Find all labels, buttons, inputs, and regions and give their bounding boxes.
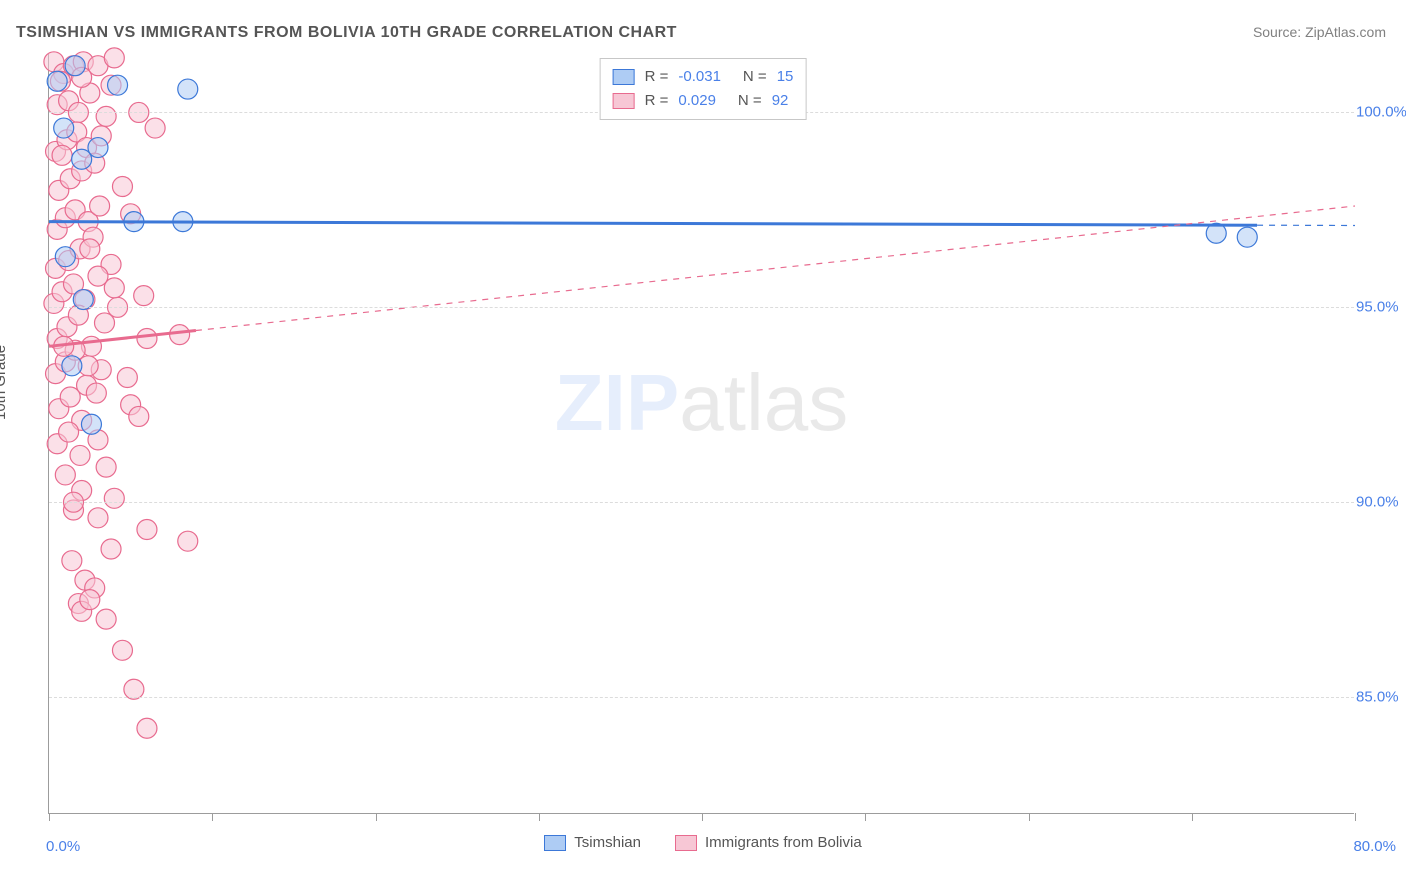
- data-point: [104, 48, 124, 68]
- data-point: [86, 383, 106, 403]
- data-point: [129, 406, 149, 426]
- data-point: [80, 239, 100, 259]
- data-point: [145, 118, 165, 138]
- legend-n-value: 92: [772, 89, 789, 113]
- data-point: [55, 247, 75, 267]
- x-tick: [1355, 813, 1356, 821]
- legend-series-name: Tsimshian: [574, 834, 641, 851]
- legend-swatch: [544, 835, 566, 851]
- data-point: [134, 286, 154, 306]
- data-point: [96, 609, 116, 629]
- data-point: [59, 422, 79, 442]
- data-point: [88, 138, 108, 158]
- data-point: [62, 356, 82, 376]
- legend-r-value: -0.031: [678, 65, 721, 89]
- legend-series-name: Immigrants from Bolivia: [705, 834, 862, 851]
- data-point: [90, 196, 110, 216]
- data-point: [178, 79, 198, 99]
- x-tick: [49, 813, 50, 821]
- chart-title: TSIMSHIAN VS IMMIGRANTS FROM BOLIVIA 10T…: [16, 24, 677, 42]
- data-point: [80, 590, 100, 610]
- chart-container: TSIMSHIAN VS IMMIGRANTS FROM BOLIVIA 10T…: [0, 0, 1406, 892]
- data-point: [117, 367, 137, 387]
- data-point: [178, 531, 198, 551]
- x-tick: [212, 813, 213, 821]
- legend-stats-row: R = 0.029 N = 92: [613, 89, 794, 113]
- data-point: [96, 457, 116, 477]
- legend-series: Tsimshian Immigrants from Bolivia: [0, 834, 1406, 851]
- data-point: [137, 519, 157, 539]
- data-point: [104, 278, 124, 298]
- x-tick: [1192, 813, 1193, 821]
- legend-swatch: [613, 69, 635, 85]
- legend-n-label: N =: [738, 89, 762, 113]
- legend-n-value: 15: [777, 65, 794, 89]
- data-point: [47, 71, 67, 91]
- legend-series-item: Immigrants from Bolivia: [675, 834, 862, 851]
- data-point: [54, 118, 74, 138]
- data-point: [137, 329, 157, 349]
- data-point: [112, 640, 132, 660]
- data-point: [112, 177, 132, 197]
- data-point: [108, 75, 128, 95]
- legend-stats: R = -0.031 N = 15 R = 0.029 N = 92: [600, 58, 807, 120]
- data-point: [60, 387, 80, 407]
- data-point: [96, 106, 116, 126]
- legend-r-label: R =: [645, 65, 669, 89]
- x-tick: [702, 813, 703, 821]
- data-point: [137, 718, 157, 738]
- x-tick: [865, 813, 866, 821]
- trend-line-solid: [49, 222, 1257, 226]
- legend-swatch: [675, 835, 697, 851]
- legend-swatch: [613, 93, 635, 109]
- data-point: [88, 508, 108, 528]
- x-tick: [1029, 813, 1030, 821]
- y-tick-label: 90.0%: [1356, 494, 1406, 511]
- x-tick: [539, 813, 540, 821]
- source-attribution: Source: ZipAtlas.com: [1253, 24, 1386, 40]
- data-point: [81, 414, 101, 434]
- legend-stats-row: R = -0.031 N = 15: [613, 65, 794, 89]
- data-point: [70, 445, 90, 465]
- y-tick-label: 95.0%: [1356, 299, 1406, 316]
- plot-area: ZIPatlas 85.0%90.0%95.0%100.0%: [48, 54, 1354, 814]
- data-point: [55, 465, 75, 485]
- grid-line: [49, 697, 1354, 698]
- data-point: [170, 325, 190, 345]
- y-axis-title: 10th Grade: [0, 345, 9, 420]
- data-point: [104, 488, 124, 508]
- plot-svg: [49, 54, 1354, 813]
- data-point: [65, 56, 85, 76]
- x-tick: [376, 813, 377, 821]
- data-point: [95, 313, 115, 333]
- data-point: [62, 551, 82, 571]
- data-point: [52, 145, 72, 165]
- y-tick-label: 100.0%: [1356, 104, 1406, 121]
- grid-line: [49, 502, 1354, 503]
- legend-n-label: N =: [743, 65, 767, 89]
- grid-line: [49, 307, 1354, 308]
- y-tick-label: 85.0%: [1356, 689, 1406, 706]
- data-point: [1237, 227, 1257, 247]
- data-point: [101, 539, 121, 559]
- legend-r-value: 0.029: [678, 89, 716, 113]
- legend-r-label: R =: [645, 89, 669, 113]
- legend-series-item: Tsimshian: [544, 834, 641, 851]
